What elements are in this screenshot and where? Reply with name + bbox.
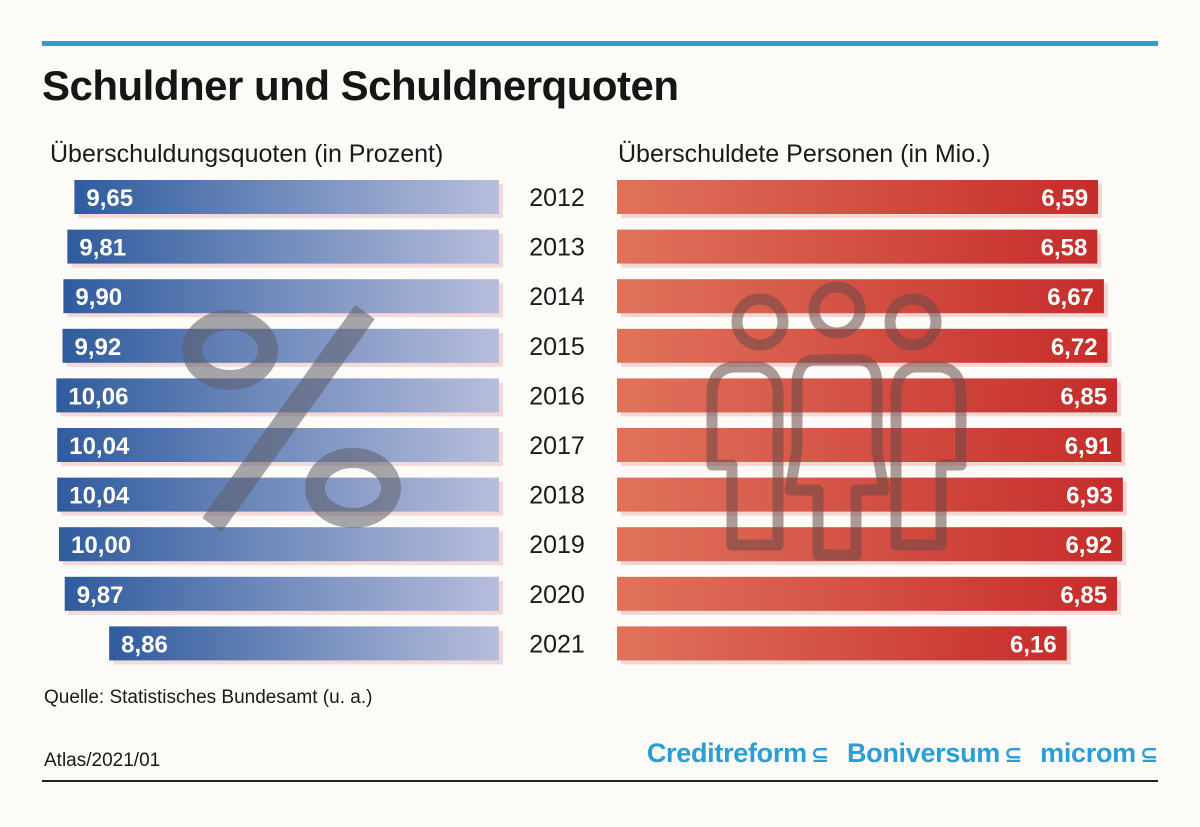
left-bar-value-label: 10,04 bbox=[69, 483, 130, 510]
left-bar-value-label: 9,90 bbox=[75, 284, 122, 311]
people-icon bbox=[706, 281, 967, 561]
left-bar bbox=[63, 279, 500, 314]
year-label: 2018 bbox=[529, 482, 585, 510]
footer-id: Atlas/2021/01 bbox=[44, 750, 161, 771]
boniversum-logo: Boniversum ⊆ bbox=[846, 738, 1023, 768]
year-label: 2016 bbox=[529, 382, 585, 410]
left-bar bbox=[59, 527, 499, 562]
year-label: 2015 bbox=[529, 333, 585, 361]
right-bar-value-label: 6,16 bbox=[1010, 631, 1057, 658]
left-bar-value-label: 10,06 bbox=[68, 383, 128, 410]
left-bar bbox=[64, 576, 499, 611]
c-logo-mark-icon: ⊆ bbox=[810, 742, 829, 767]
right-bar bbox=[617, 626, 1067, 661]
right-bar-value-label: 6,92 bbox=[1065, 532, 1112, 559]
left-bar-value-label: 9,87 bbox=[77, 582, 124, 609]
top-accent-line bbox=[42, 41, 1158, 46]
right-bar-value-label: 6,93 bbox=[1066, 483, 1113, 510]
left-bar bbox=[67, 229, 500, 264]
left-bar bbox=[57, 477, 500, 512]
right-bar bbox=[617, 527, 1123, 562]
right-bar-value-label: 6,58 bbox=[1041, 235, 1088, 262]
c-logo-mark-icon: ⊆ bbox=[1139, 742, 1158, 767]
left-bar-value-label: 10,04 bbox=[69, 433, 130, 460]
year-label: 2017 bbox=[529, 432, 585, 460]
left-bar-value-label: 10,00 bbox=[71, 532, 131, 559]
right-bar-value-label: 6,85 bbox=[1060, 383, 1107, 410]
microm-logo: microm ⊆ bbox=[1040, 738, 1158, 768]
year-label: 2020 bbox=[529, 581, 585, 609]
right-bar-value-label: 6,67 bbox=[1047, 284, 1094, 311]
left-bar bbox=[74, 180, 500, 214]
logo-row: Creditreform ⊆ Boniversum ⊆ microm ⊆ bbox=[647, 738, 1158, 769]
chart-title: Schuldner und Schuldnerquoten bbox=[42, 62, 679, 109]
year-label: 2013 bbox=[529, 234, 585, 262]
bottom-rule bbox=[42, 780, 1158, 782]
right-bar-value-label: 6,72 bbox=[1051, 334, 1098, 361]
c-logo-mark-icon: ⊆ bbox=[1003, 742, 1023, 767]
left-bar-value-label: 9,65 bbox=[86, 185, 133, 212]
percent-icon bbox=[182, 304, 401, 533]
right-bar-value-label: 6,59 bbox=[1041, 185, 1088, 212]
year-label: 2012 bbox=[529, 184, 585, 212]
right-bar bbox=[617, 428, 1122, 462]
left-bar-value-label: 9,92 bbox=[75, 334, 122, 361]
left-bar bbox=[62, 328, 500, 363]
year-label: 2021 bbox=[529, 630, 585, 658]
left-chart-subtitle: Überschuldungsquoten (in Prozent) bbox=[50, 140, 444, 168]
right-bar-value-label: 6,85 bbox=[1060, 582, 1107, 609]
source-note: Quelle: Statistisches Bundesamt (u. a.) bbox=[44, 687, 373, 708]
right-bar bbox=[617, 229, 1098, 264]
right-bar bbox=[617, 378, 1118, 413]
right-bar bbox=[617, 576, 1118, 611]
right-chart-subtitle: Überschuldete Personen (in Mio.) bbox=[618, 140, 991, 168]
right-bar bbox=[617, 180, 1099, 214]
left-bar-value-label: 9,81 bbox=[79, 235, 126, 262]
left-bar-group: 9,65 9,81 9,90 9,92 10,06 10,04 10,04 10,00 9,87… bbox=[56, 180, 504, 665]
left-bar-value-label: 8,86 bbox=[121, 631, 168, 658]
year-label: 2014 bbox=[529, 283, 585, 311]
left-bar bbox=[56, 378, 500, 413]
left-bar bbox=[109, 626, 499, 661]
creditreform-logo: Creditreform ⊆ bbox=[646, 738, 829, 768]
right-bar-value-label: 6,91 bbox=[1065, 433, 1112, 460]
year-label: 2019 bbox=[529, 531, 585, 559]
